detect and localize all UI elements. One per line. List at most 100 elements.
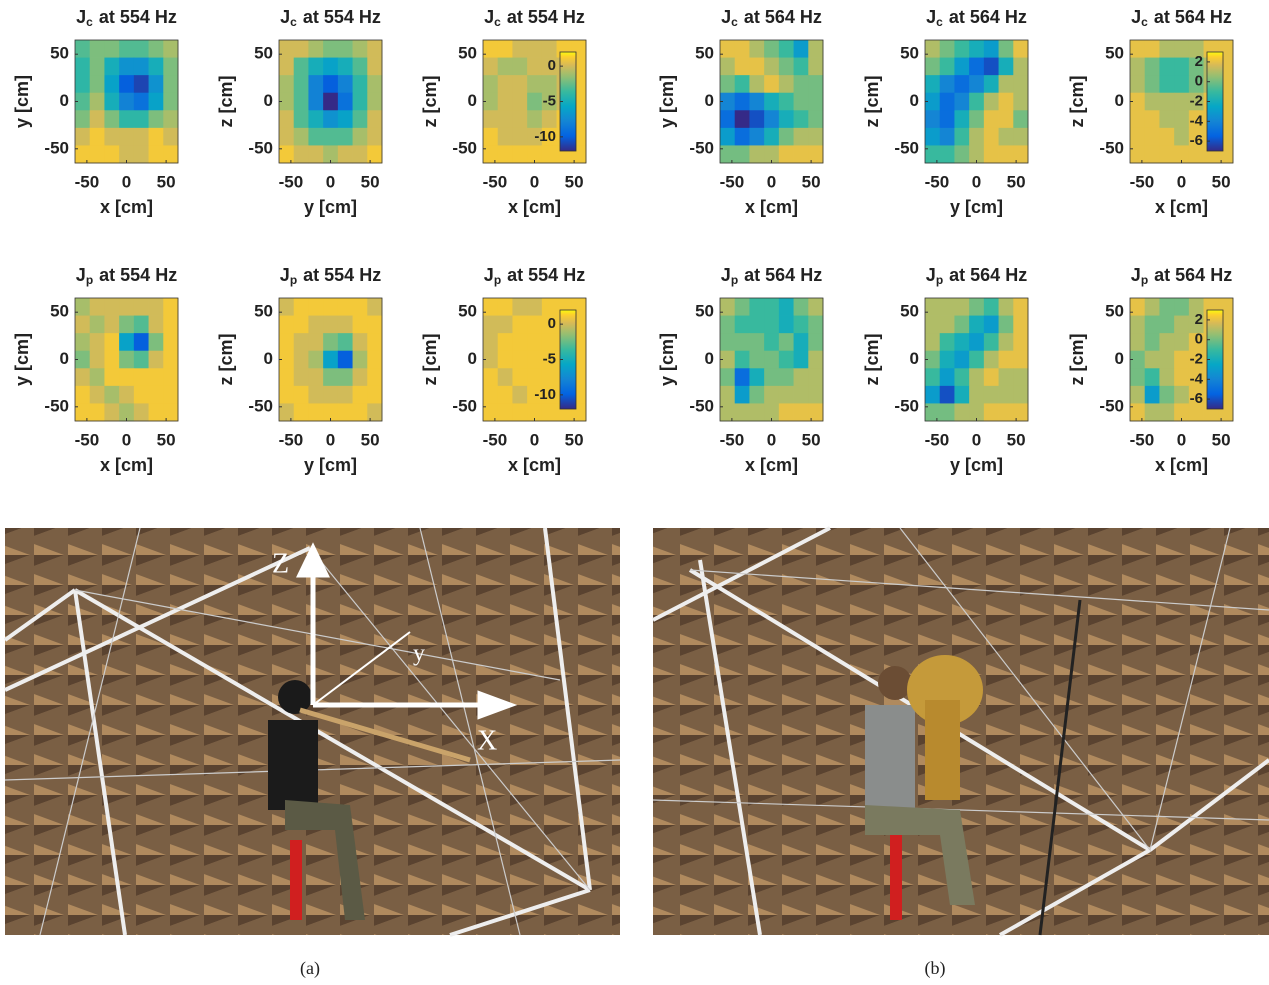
- heat-cell: [1159, 58, 1174, 76]
- x-tick-label: 0: [122, 172, 131, 191]
- heat-cell: [512, 40, 527, 58]
- heat-cell: [483, 298, 498, 316]
- heat-cell: [163, 333, 178, 351]
- heat-cell: [104, 110, 119, 128]
- heat-cell: [779, 351, 794, 369]
- heat-cell: [308, 368, 323, 386]
- colorbar-tick-label: -10: [534, 386, 556, 403]
- colorbar-tick-label: -6: [1190, 390, 1203, 407]
- heat-cell: [483, 110, 498, 128]
- heat-cell: [1174, 298, 1189, 316]
- heat-cell: [75, 298, 90, 316]
- heat-cell: [498, 351, 513, 369]
- heat-cell: [483, 316, 498, 334]
- heat-cell: [308, 75, 323, 93]
- heat-cell: [149, 145, 164, 163]
- heat-cell: [323, 93, 338, 111]
- x-tick-label: 50: [802, 430, 821, 449]
- colorbar-tick-label: -2: [1190, 350, 1203, 367]
- y-tick-label: 0: [910, 91, 919, 110]
- y-tick-label: 50: [50, 302, 69, 321]
- heat-cell: [163, 128, 178, 146]
- heat-cell: [1145, 93, 1160, 111]
- heat-cell: [1174, 333, 1189, 351]
- y-tick-label: 50: [695, 302, 714, 321]
- heat-cell: [940, 93, 955, 111]
- panel-title: Jcat 564 Hz: [1131, 7, 1232, 29]
- colorbar-tick-label: 2: [1195, 311, 1203, 328]
- x-tick-label: 50: [1007, 172, 1026, 191]
- y-axis-label: z [cm]: [216, 333, 236, 385]
- heat-cell: [984, 386, 999, 404]
- heat-cell: [794, 351, 809, 369]
- heat-cell: [720, 386, 735, 404]
- heat-cell: [294, 368, 309, 386]
- heat-cell: [1159, 75, 1174, 93]
- heat-cell: [779, 333, 794, 351]
- y-tick-label: 0: [705, 349, 714, 368]
- heat-cell: [1013, 368, 1028, 386]
- heat-cell: [498, 145, 513, 163]
- heat-cell: [1013, 110, 1028, 128]
- heat-cell: [353, 40, 368, 58]
- heat-cell: [134, 403, 149, 421]
- heat-cell: [75, 368, 90, 386]
- heat-cell: [512, 333, 527, 351]
- heat-cell: [779, 58, 794, 76]
- heat-cell: [794, 40, 809, 58]
- heat-cell: [279, 298, 294, 316]
- x-tick-label: 50: [1212, 172, 1231, 191]
- heat-cell: [764, 316, 779, 334]
- heat-cell: [75, 145, 90, 163]
- heat-cell: [925, 368, 940, 386]
- colorbar-tick-label: 0: [548, 315, 556, 332]
- y-tick-label: 50: [254, 302, 273, 321]
- y-tick-label: 50: [50, 44, 69, 63]
- heat-cell: [999, 403, 1014, 421]
- heat-cell: [794, 110, 809, 128]
- x-tick-label: 0: [530, 172, 539, 191]
- heat-cell: [1174, 368, 1189, 386]
- heat-cell: [163, 110, 178, 128]
- heat-cell: [1130, 316, 1145, 334]
- heat-cell: [954, 298, 969, 316]
- heat-cell: [999, 386, 1014, 404]
- heat-cell: [308, 145, 323, 163]
- heat-cell: [1159, 298, 1174, 316]
- x-tick-label: -50: [720, 430, 745, 449]
- heat-cell: [308, 58, 323, 76]
- heat-cell: [984, 110, 999, 128]
- panel-title: Jcat 554 Hz: [484, 7, 585, 29]
- heat-cell: [483, 40, 498, 58]
- heat-cell: [954, 351, 969, 369]
- y-axis-label: y [cm]: [657, 75, 677, 128]
- heat-cell: [1013, 386, 1028, 404]
- heat-cell: [90, 386, 105, 404]
- heat-cell: [749, 145, 764, 163]
- axis-letter: y: [413, 641, 425, 667]
- caption: (a): [300, 958, 320, 979]
- x-axis-label: x [cm]: [100, 455, 153, 475]
- x-axis-label: y [cm]: [950, 197, 1003, 217]
- heat-cell: [90, 351, 105, 369]
- heat-cell: [794, 386, 809, 404]
- heat-cell: [149, 351, 164, 369]
- heat-cell: [338, 93, 353, 111]
- heat-cell: [969, 316, 984, 334]
- heat-cell: [1130, 145, 1145, 163]
- heat-cell: [1013, 128, 1028, 146]
- heat-cell: [75, 386, 90, 404]
- heat-cell: [498, 368, 513, 386]
- heat-cell: [90, 298, 105, 316]
- heat-cell: [735, 40, 750, 58]
- y-axis-label: z [cm]: [862, 333, 882, 385]
- heat-cell: [527, 298, 542, 316]
- heat-cell: [119, 128, 134, 146]
- heat-cell: [808, 75, 823, 93]
- heat-cell: [984, 93, 999, 111]
- heat-cell: [925, 58, 940, 76]
- heat-cell: [1145, 298, 1160, 316]
- heat-cell: [925, 403, 940, 421]
- heat-cell: [90, 40, 105, 58]
- heat-cell: [483, 58, 498, 76]
